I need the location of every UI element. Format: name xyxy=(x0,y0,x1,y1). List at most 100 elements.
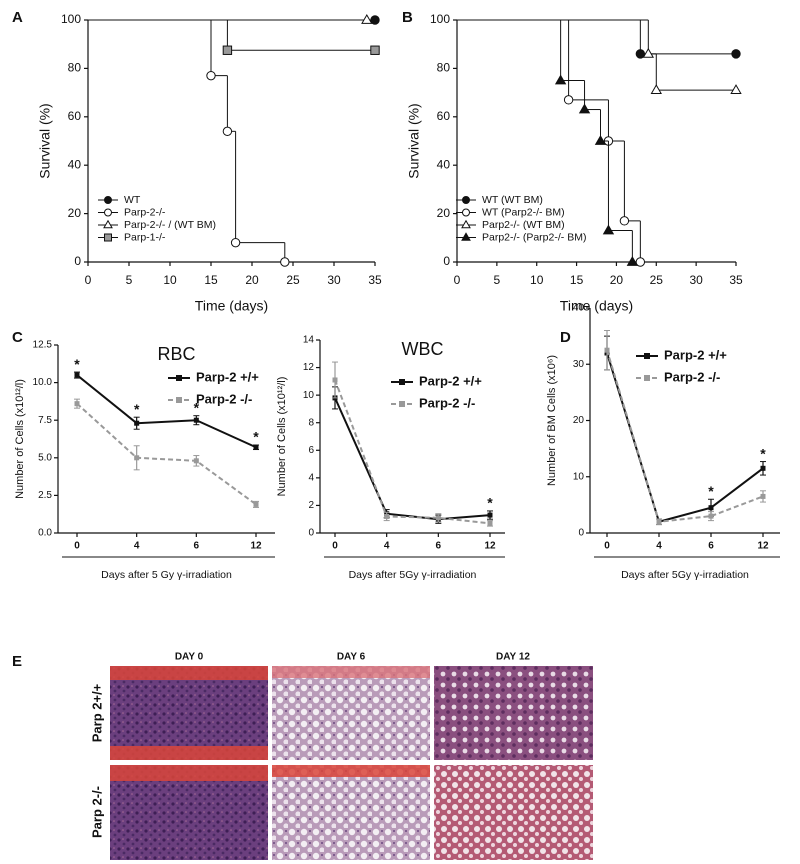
legend-marker xyxy=(176,375,182,381)
legend-label: Parp2-/- (WT BM) xyxy=(482,219,565,231)
panel-label: A xyxy=(12,9,23,26)
row-label: Parp 2-/- xyxy=(89,786,104,838)
marker xyxy=(635,49,646,59)
legend-marker xyxy=(104,196,112,204)
legend-label: Parp-2-/- xyxy=(124,206,166,218)
y-tick-label: 40 xyxy=(68,157,82,171)
legend-marker xyxy=(103,219,113,229)
significance-mark: * xyxy=(74,356,80,372)
x-tick-label: 0 xyxy=(85,273,92,287)
bone xyxy=(272,765,430,777)
y-tick-label: 8 xyxy=(308,417,314,428)
x-tick-label: 4 xyxy=(384,541,390,552)
y-tick-label: 20 xyxy=(68,206,82,220)
marker xyxy=(222,126,233,137)
legend-label: Parp-2 -/- xyxy=(419,395,475,410)
y-tick-label: 0 xyxy=(74,254,81,268)
legend-marker xyxy=(399,379,405,385)
marker xyxy=(253,501,259,507)
marker xyxy=(635,257,646,267)
marker xyxy=(134,455,140,461)
y-tick-label: 0.0 xyxy=(38,528,52,539)
histology-image xyxy=(272,666,430,760)
y-tick-label: 0 xyxy=(308,528,314,539)
y-tick-label: 2.5 xyxy=(38,490,52,501)
y-tick-label: 20 xyxy=(437,206,451,220)
x-tick-label: 0 xyxy=(74,541,80,552)
x-tick-label: 15 xyxy=(204,273,218,287)
significance-mark: * xyxy=(134,401,140,417)
legend-marker xyxy=(176,397,182,403)
x-axis-label: Days after 5Gy γ-irradiation xyxy=(349,569,477,581)
marker xyxy=(361,13,373,24)
legend-marker xyxy=(461,219,471,229)
row-label: Parp 2+/+ xyxy=(89,683,104,742)
legend-label: Parp-2-/- / (WT BM) xyxy=(124,219,216,231)
marker xyxy=(650,84,662,95)
marker xyxy=(222,45,233,55)
marker xyxy=(384,513,390,519)
marker xyxy=(578,103,591,114)
y-tick-label: 30 xyxy=(573,359,585,370)
histology: DAY 0 DAY 6 DAY 12 Parp 2+/+ Parp 2-/- xyxy=(89,652,593,860)
bone xyxy=(110,765,268,781)
x-tick-label: 12 xyxy=(757,541,769,552)
legend-label: WT (WT BM) xyxy=(482,194,543,206)
marker xyxy=(74,401,80,407)
panel-label: E xyxy=(12,653,22,670)
marker xyxy=(708,513,714,519)
y-axis-label: Number of Cells (x10¹²/l) xyxy=(276,377,288,497)
x-tick-label: 5 xyxy=(126,273,133,287)
x-axis-label: Time (days) xyxy=(560,298,633,314)
column-label: DAY 0 xyxy=(175,652,204,663)
x-tick-label: 10 xyxy=(530,273,544,287)
legend-label: Parp-2 +/+ xyxy=(196,369,259,384)
y-tick-label: 0 xyxy=(443,254,450,268)
histology-image xyxy=(434,666,593,760)
x-tick-label: 15 xyxy=(570,273,584,287)
chart-title: WBC xyxy=(402,339,444,359)
y-tick-label: 10.0 xyxy=(33,377,53,388)
marker xyxy=(253,444,259,450)
legend-label: Parp2-/- (Parp2-/- BM) xyxy=(482,231,586,243)
x-tick-label: 5 xyxy=(494,273,501,287)
y-tick-label: 60 xyxy=(437,109,451,123)
y-tick-label: 80 xyxy=(437,61,451,75)
marker xyxy=(134,420,140,426)
series-line xyxy=(76,402,257,506)
bone xyxy=(110,746,268,760)
x-tick-label: 25 xyxy=(650,273,664,287)
marker xyxy=(760,493,766,499)
legend-marker xyxy=(104,233,112,242)
legend-marker xyxy=(462,196,470,204)
y-tick-label: 6 xyxy=(308,445,314,456)
x-tick-label: 6 xyxy=(436,541,442,552)
legend-marker xyxy=(399,401,405,407)
marker xyxy=(487,512,493,518)
x-tick-label: 12 xyxy=(250,541,262,552)
marker xyxy=(760,465,766,471)
panel-label: C xyxy=(12,329,23,346)
x-tick-label: 10 xyxy=(163,273,177,287)
y-tick-label: 80 xyxy=(68,61,82,75)
marker xyxy=(487,520,493,526)
column-label: DAY 12 xyxy=(496,652,530,663)
marker xyxy=(626,255,639,266)
x-tick-label: 35 xyxy=(368,273,382,287)
marker xyxy=(731,49,741,59)
panel-label: D xyxy=(560,329,571,346)
marker xyxy=(280,257,290,267)
y-axis-label: Number of BM Cells (x10⁶) xyxy=(546,355,558,486)
x-tick-label: 0 xyxy=(332,541,338,552)
marker xyxy=(370,15,380,25)
marker xyxy=(193,458,199,464)
y-tick-label: 4 xyxy=(308,472,314,483)
marker xyxy=(656,519,662,525)
legend-label: Parp-1-/- xyxy=(124,231,166,243)
significance-mark: * xyxy=(760,445,766,461)
x-tick-label: 35 xyxy=(729,273,743,287)
column-label: DAY 6 xyxy=(337,652,366,663)
histology-image xyxy=(434,765,593,860)
marker xyxy=(563,95,574,105)
y-tick-label: 14 xyxy=(303,335,315,346)
